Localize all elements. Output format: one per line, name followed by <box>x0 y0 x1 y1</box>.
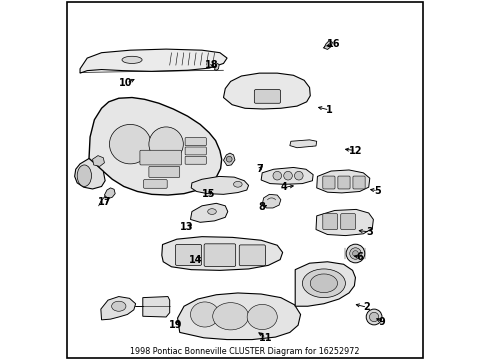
Polygon shape <box>215 63 219 70</box>
Text: 3: 3 <box>367 227 373 237</box>
FancyBboxPatch shape <box>140 150 181 165</box>
Text: 10: 10 <box>119 78 133 88</box>
Circle shape <box>369 312 379 321</box>
Polygon shape <box>295 262 355 306</box>
Circle shape <box>294 171 303 180</box>
Polygon shape <box>143 297 170 317</box>
Text: 15: 15 <box>202 189 215 199</box>
Text: 18: 18 <box>205 59 219 69</box>
Text: 4: 4 <box>281 182 288 192</box>
FancyBboxPatch shape <box>175 244 201 265</box>
Polygon shape <box>223 153 235 166</box>
Polygon shape <box>80 49 227 73</box>
Ellipse shape <box>77 165 92 186</box>
Polygon shape <box>104 188 115 199</box>
Text: 1: 1 <box>326 105 333 115</box>
Polygon shape <box>89 98 221 195</box>
FancyBboxPatch shape <box>204 244 236 266</box>
Polygon shape <box>191 176 248 194</box>
Text: 1998 Pontiac Bonneville CLUSTER Diagram for 16252972: 1998 Pontiac Bonneville CLUSTER Diagram … <box>130 347 360 356</box>
Ellipse shape <box>191 302 219 327</box>
Polygon shape <box>177 293 300 339</box>
Ellipse shape <box>234 181 242 187</box>
FancyBboxPatch shape <box>254 90 280 103</box>
Ellipse shape <box>310 274 338 293</box>
Text: 19: 19 <box>170 320 183 330</box>
Text: 6: 6 <box>356 252 363 262</box>
Circle shape <box>284 171 293 180</box>
Text: 7: 7 <box>256 164 263 174</box>
Ellipse shape <box>302 269 345 298</box>
Text: 11: 11 <box>259 333 272 343</box>
FancyBboxPatch shape <box>185 156 206 164</box>
FancyBboxPatch shape <box>144 180 167 188</box>
Text: 8: 8 <box>259 202 266 212</box>
Polygon shape <box>290 140 317 148</box>
FancyBboxPatch shape <box>185 138 206 145</box>
Text: 13: 13 <box>180 222 194 232</box>
Polygon shape <box>93 156 104 166</box>
Text: 2: 2 <box>364 302 370 312</box>
Text: 14: 14 <box>189 255 202 265</box>
Ellipse shape <box>122 56 142 63</box>
Text: 9: 9 <box>379 317 385 327</box>
Polygon shape <box>261 167 313 184</box>
Ellipse shape <box>149 127 183 161</box>
FancyBboxPatch shape <box>341 214 355 229</box>
FancyBboxPatch shape <box>323 176 335 189</box>
FancyBboxPatch shape <box>239 245 266 266</box>
Ellipse shape <box>213 303 248 330</box>
Polygon shape <box>316 210 373 235</box>
Polygon shape <box>324 41 333 49</box>
Ellipse shape <box>112 301 126 311</box>
Polygon shape <box>262 194 281 208</box>
Ellipse shape <box>208 209 216 215</box>
Polygon shape <box>162 237 283 270</box>
Ellipse shape <box>109 125 151 164</box>
Ellipse shape <box>247 305 277 329</box>
Circle shape <box>366 309 382 325</box>
Polygon shape <box>74 158 105 189</box>
Circle shape <box>226 156 232 162</box>
Polygon shape <box>223 73 310 109</box>
Text: 16: 16 <box>327 40 341 49</box>
Polygon shape <box>191 203 228 222</box>
FancyBboxPatch shape <box>149 166 180 177</box>
Circle shape <box>350 248 361 259</box>
FancyBboxPatch shape <box>338 176 350 189</box>
Circle shape <box>346 244 365 263</box>
FancyBboxPatch shape <box>323 214 338 229</box>
Circle shape <box>273 171 282 180</box>
Polygon shape <box>317 170 370 193</box>
Polygon shape <box>101 297 136 320</box>
Circle shape <box>353 251 358 256</box>
FancyBboxPatch shape <box>353 176 365 189</box>
Text: 5: 5 <box>374 186 381 196</box>
Text: 17: 17 <box>98 197 111 207</box>
FancyBboxPatch shape <box>185 147 206 155</box>
Text: 12: 12 <box>349 145 362 156</box>
